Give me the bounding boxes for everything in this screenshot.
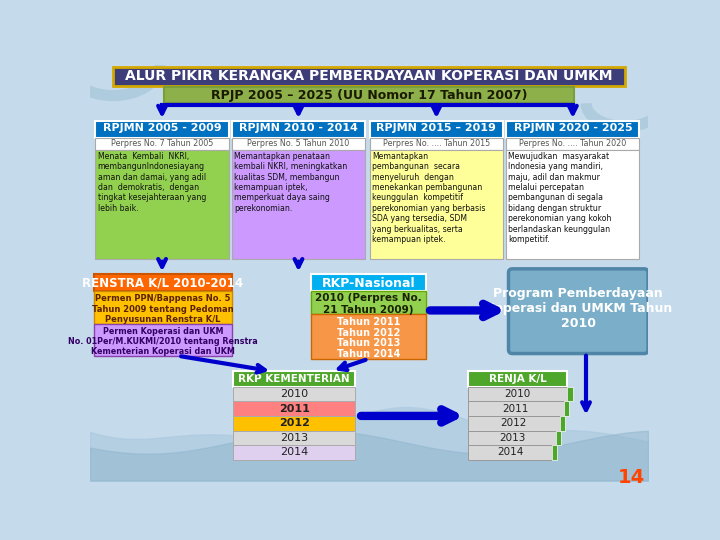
Text: 2013: 2013 <box>499 433 525 443</box>
FancyBboxPatch shape <box>232 121 365 138</box>
FancyBboxPatch shape <box>468 372 567 387</box>
Text: ALUR PIKIR KERANGKA PEMBERDAYAAN KOPERASI DAN UMKM: ALUR PIKIR KERANGKA PEMBERDAYAAN KOPERAS… <box>125 70 613 83</box>
Text: RPJMN 2015 – 2019: RPJMN 2015 – 2019 <box>377 123 496 133</box>
FancyBboxPatch shape <box>94 291 232 323</box>
FancyBboxPatch shape <box>506 138 639 150</box>
FancyBboxPatch shape <box>96 121 229 138</box>
FancyBboxPatch shape <box>311 274 426 291</box>
Text: 14: 14 <box>617 468 644 487</box>
Text: Perpres No. .... Tahun 2015: Perpres No. .... Tahun 2015 <box>383 139 490 148</box>
FancyBboxPatch shape <box>232 138 365 150</box>
Text: 2012: 2012 <box>279 418 310 428</box>
Text: 2014: 2014 <box>497 448 523 457</box>
Text: Tahun 2011: Tahun 2011 <box>336 318 400 327</box>
Text: Memantapkan
pembangunan  secara
menyeluruh  dengan
menekankan pembangunan
keungg: Memantapkan pembangunan secara menyeluru… <box>372 152 485 244</box>
FancyBboxPatch shape <box>370 121 503 138</box>
FancyBboxPatch shape <box>233 401 355 416</box>
FancyBboxPatch shape <box>468 416 559 430</box>
FancyBboxPatch shape <box>468 387 567 401</box>
Text: RKP-Nasional: RKP-Nasional <box>321 276 415 289</box>
FancyBboxPatch shape <box>94 323 232 356</box>
FancyBboxPatch shape <box>370 150 503 259</box>
FancyBboxPatch shape <box>233 430 355 445</box>
Text: Memantapkan penataan
kembali NKRI, meningkatkan
kualitas SDM, membangun
kemampua: Memantapkan penataan kembali NKRI, menin… <box>234 152 347 213</box>
FancyBboxPatch shape <box>233 416 355 430</box>
Text: Program Pemberdayaan
Koperasi dan UMKM Tahun
2010: Program Pemberdayaan Koperasi dan UMKM T… <box>485 287 672 329</box>
Text: 2013: 2013 <box>280 433 308 443</box>
FancyBboxPatch shape <box>559 416 565 430</box>
FancyBboxPatch shape <box>233 445 355 460</box>
FancyBboxPatch shape <box>370 138 503 150</box>
Text: Perpres No. .... Tahun 2020: Perpres No. .... Tahun 2020 <box>519 139 626 148</box>
FancyBboxPatch shape <box>311 314 426 359</box>
FancyBboxPatch shape <box>567 387 573 401</box>
Text: RPJMN 2020 - 2025: RPJMN 2020 - 2025 <box>513 123 632 133</box>
Text: 2012: 2012 <box>500 418 527 428</box>
FancyBboxPatch shape <box>232 150 365 259</box>
FancyBboxPatch shape <box>564 401 569 416</box>
FancyBboxPatch shape <box>508 269 648 354</box>
FancyBboxPatch shape <box>468 401 564 416</box>
Text: 2010: 2010 <box>505 389 531 399</box>
FancyBboxPatch shape <box>96 150 229 259</box>
FancyBboxPatch shape <box>233 387 355 401</box>
FancyBboxPatch shape <box>506 150 639 259</box>
Text: RENJA K/L: RENJA K/L <box>489 374 546 383</box>
Text: RKP KEMENTERIAN: RKP KEMENTERIAN <box>238 374 350 383</box>
FancyBboxPatch shape <box>96 138 229 150</box>
Text: RPJMN 2005 - 2009: RPJMN 2005 - 2009 <box>103 123 221 133</box>
Text: Perpres No. 5 Tahun 2010: Perpres No. 5 Tahun 2010 <box>248 139 350 148</box>
Text: RPJP 2005 – 2025 (UU Nomor 17 Tahun 2007): RPJP 2005 – 2025 (UU Nomor 17 Tahun 2007… <box>211 90 527 103</box>
FancyBboxPatch shape <box>94 274 232 291</box>
FancyBboxPatch shape <box>468 445 552 460</box>
FancyBboxPatch shape <box>552 445 557 460</box>
FancyBboxPatch shape <box>163 87 575 103</box>
Text: Permen Koperasi dan UKM
No. 01Per/M.KUKMI/2010 tentang Renstra
Kementerian Koper: Permen Koperasi dan UKM No. 01Per/M.KUKM… <box>68 327 258 356</box>
Text: Menata  Kembali  NKRI,
membangunIndonesiayang
aman dan damai, yang adil
dan  dem: Menata Kembali NKRI, membangunIndonesiay… <box>98 152 206 213</box>
FancyBboxPatch shape <box>468 430 556 445</box>
FancyBboxPatch shape <box>506 121 639 138</box>
Text: 2014: 2014 <box>280 448 308 457</box>
FancyBboxPatch shape <box>311 291 426 314</box>
Text: Tahun 2012: Tahun 2012 <box>336 328 400 338</box>
FancyBboxPatch shape <box>556 430 561 445</box>
Text: Permen PPN/Bappenas No. 5
Tahun 2009 tentang Pedoman
Penyusunan Renstra K/L: Permen PPN/Bappenas No. 5 Tahun 2009 ten… <box>92 294 234 324</box>
Text: 2011: 2011 <box>279 403 310 414</box>
Text: 2011: 2011 <box>503 403 529 414</box>
Text: Tahun 2014: Tahun 2014 <box>336 348 400 359</box>
Text: 2010 (Perpres No.
21 Tahun 2009): 2010 (Perpres No. 21 Tahun 2009) <box>315 294 422 315</box>
Text: 2010: 2010 <box>280 389 308 399</box>
Text: Mewujudkan  masyarakat
Indonesia yang mandiri,
maju, adil dan makmur
melalui per: Mewujudkan masyarakat Indonesia yang man… <box>508 152 612 244</box>
FancyBboxPatch shape <box>113 67 625 85</box>
Text: RPJMN 2010 - 2014: RPJMN 2010 - 2014 <box>239 123 358 133</box>
Text: Tahun 2013: Tahun 2013 <box>336 338 400 348</box>
FancyBboxPatch shape <box>233 372 355 387</box>
Text: RENSTRA K/L 2010-2014: RENSTRA K/L 2010-2014 <box>82 276 243 289</box>
Text: Perpres No. 7 Tahun 2005: Perpres No. 7 Tahun 2005 <box>111 139 213 148</box>
